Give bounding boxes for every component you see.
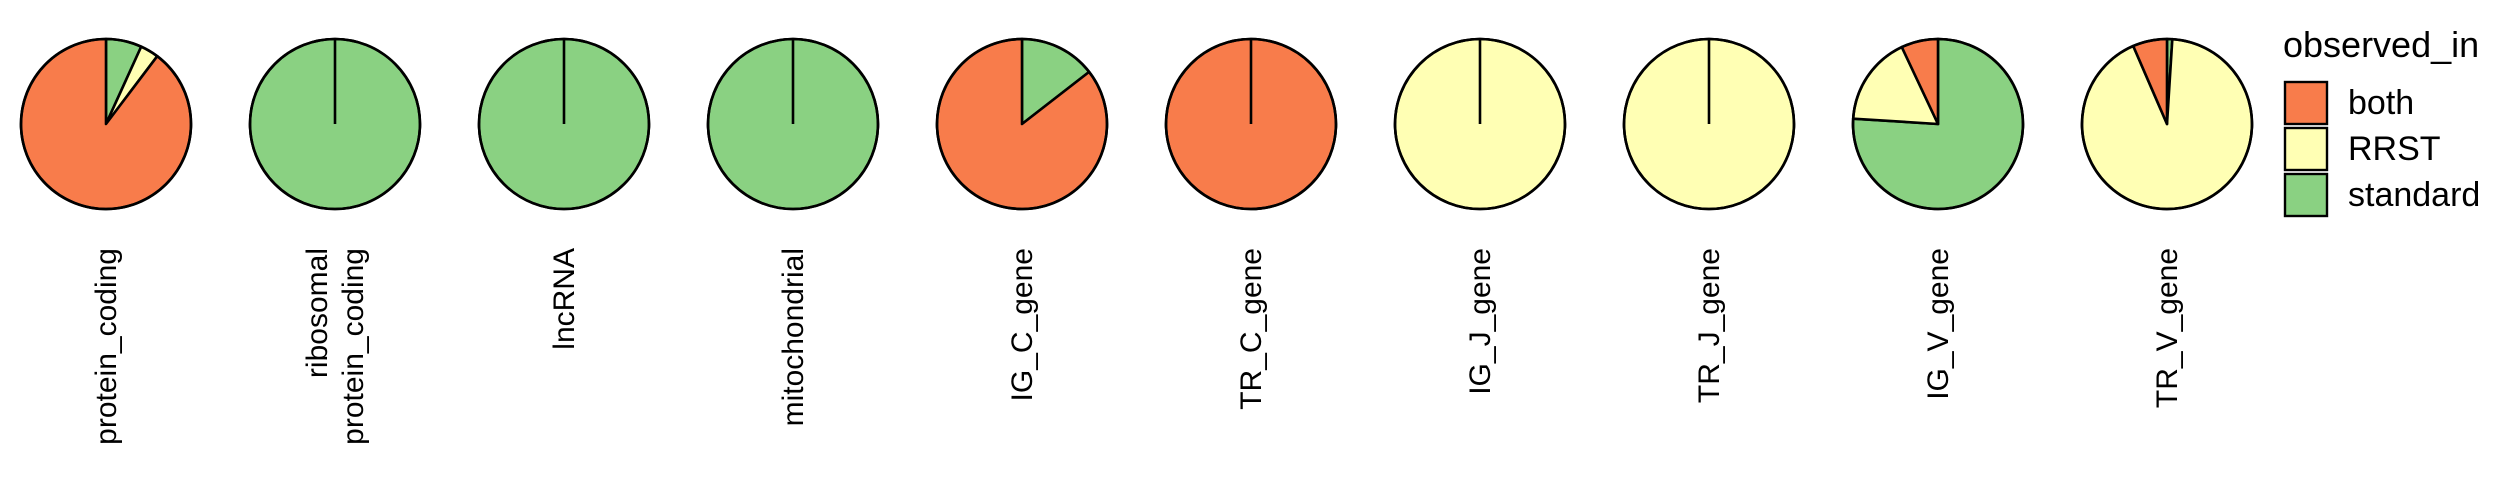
legend-key-rrst [2283,126,2329,172]
legend-label-rrst: RRST [2348,130,2441,168]
pie-outline-tr-j-gene [1622,37,1796,211]
legend-key-both [2283,80,2329,126]
pie-tr-j-gene: TR_J_gene [1622,37,1796,403]
legend-label-standard: standard [2348,176,2480,214]
pie-outline-ribosomal-protein-coding [248,37,422,211]
pie-protein-coding: protein_coding [19,37,193,445]
pie-lncrna: lncRNA [477,37,651,350]
category-label-tr-v-gene: TR_V_gene [2151,248,2184,408]
pie-outline-tr-c-gene [1164,37,1338,211]
category-label-ig-j-gene: IG_J_gene [1464,248,1497,395]
pie-ig-c-gene: IG_C_gene [935,37,1109,401]
pie-tr-v-gene: TR_V_gene [2080,37,2254,408]
legend-label-both: both [2348,84,2414,122]
category-label-lncrna: lncRNA [548,248,581,350]
pie-outline-lncrna [477,37,651,211]
category-label-tr-c-gene: TR_C_gene [1235,248,1268,410]
pie-panels: protein_coding ribosomal protein_coding lnc… [19,37,2254,445]
category-label-protein-coding: protein_coding [90,248,123,445]
category-label-tr-j-gene: TR_J_gene [1693,248,1726,403]
pie-tr-c-gene: TR_C_gene [1164,37,1338,410]
legend-key-standard [2283,172,2329,218]
pie-outline-ig-c-gene [935,37,1109,211]
pie-ribosomal-protein-coding: ribosomal protein_coding [248,37,422,445]
category-label-ig-c-gene: IG_C_gene [1006,248,1039,401]
pie-outline-ig-v-gene [1851,37,2025,211]
pie-ig-j-gene: IG_J_gene [1393,37,1567,395]
category-label-mitochondrial: mitochondrial [777,248,810,426]
pie-outline-mitochondrial [706,37,880,211]
category-label-ig-v-gene: IG_V_gene [1922,248,1955,400]
pie-ig-v-gene: IG_V_gene [1851,37,2025,400]
pie-outline-tr-v-gene [2080,37,2254,211]
pie-outline-protein-coding [19,37,193,211]
legend-title: observed_in [2283,24,2479,65]
pie-mitochondrial: mitochondrial [706,37,880,426]
pie-outline-ig-j-gene [1393,37,1567,211]
category-label-ribosomal-protein-coding-line2: protein_coding [337,248,370,445]
category-label-ribosomal-protein-coding-line1: ribosomal [301,248,334,378]
legend: observed_in both RRST standard [2283,24,2480,218]
